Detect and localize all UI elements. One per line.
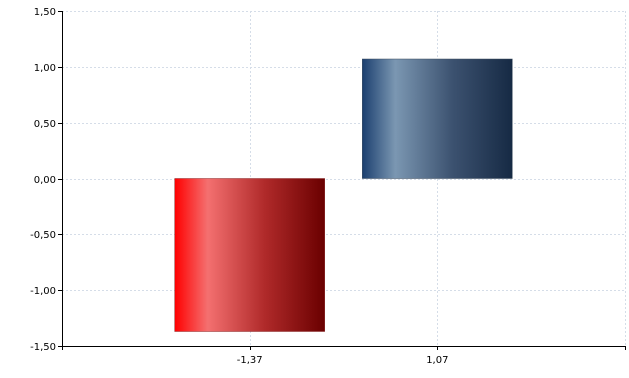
tick-labels: 1,50 1,00 0,50 0,00 -0,50 -1,00 -1,50 -1,37 1,07 [30,7,448,366]
bar-negative[interactable] [174,178,325,332]
y-tick-label: 1,00 [34,63,56,74]
bars [174,58,513,332]
y-tick-label: 0,00 [34,175,56,186]
y-tick-label: 0,50 [34,119,56,130]
x-tick-label: 1,07 [426,355,448,366]
bar-positive[interactable] [362,58,513,179]
y-tick-label: -1,00 [30,286,56,297]
x-tick-label: -1,37 [237,355,263,366]
y-tick-label: -1,50 [30,342,56,353]
grid-lines [62,11,626,347]
y-tick-label: 1,50 [34,7,56,18]
axes [58,11,626,350]
y-tick-label: -0,50 [30,230,56,241]
